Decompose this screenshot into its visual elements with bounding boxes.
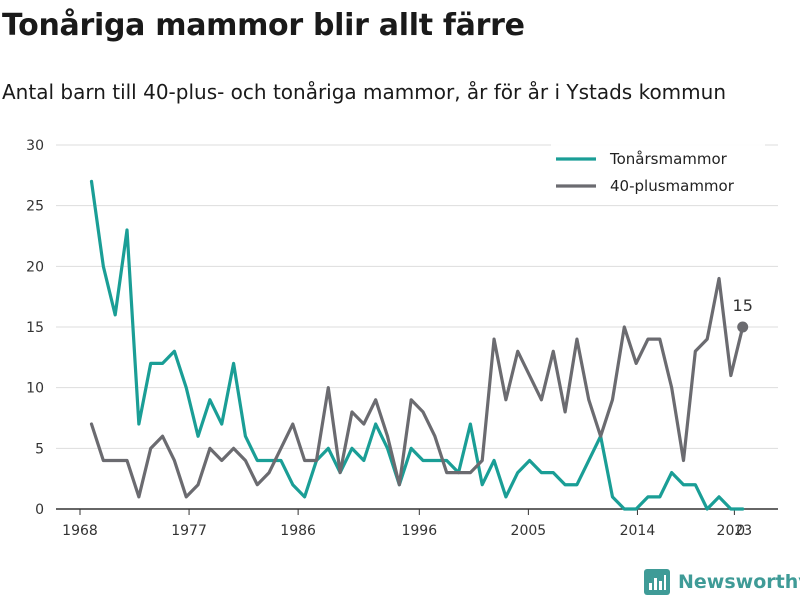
legend-box [551,138,765,204]
series-line-tonarsmammor [89,179,745,511]
y-tick-label: 20 [26,259,44,275]
chart-title: Tonåriga mammor blir allt färre [2,8,525,43]
series-lines [89,179,749,511]
y-tick-label: 5 [35,441,44,457]
x-tick-label: 1968 [62,523,98,539]
legend: Tonårsmammor 40-plusmammor [551,138,765,204]
end-label-40-plusmammor: 15 [733,296,753,315]
bar-chart-logo-icon [644,569,670,595]
legend-label: 40-plusmammor [610,177,735,195]
series-end-point [737,321,749,333]
y-axis-ticks: 0 5 10 15 20 25 30 [26,138,44,518]
y-tick-label: 25 [26,199,44,215]
x-tick-label: 1996 [401,523,437,539]
x-tick-label: 1977 [171,523,207,539]
y-tick-label: 0 [35,502,44,518]
chart-subtitle: Antal barn till 40-plus- och tonåriga ma… [2,80,726,104]
series-line-40-plusmammor [89,276,745,499]
x-tick-label: 2005 [511,523,547,539]
x-tick-label: 1986 [280,523,316,539]
y-tick-label: 30 [26,138,44,154]
x-tick-label: 2014 [620,523,656,539]
legend-label: Tonårsmammor [609,150,728,168]
brand-name: Newsworthy [678,571,800,593]
x-axis-ticks: 1968 1977 1986 1996 2005 2014 2023 [62,509,752,539]
y-tick-label: 10 [26,381,44,397]
end-annotations: 15 0 [733,296,753,539]
x-tick-label: 2023 [717,523,753,539]
line-chart: 0 5 10 15 20 25 30 1968 1977 1986 1996 2005 2014 202… [26,138,778,539]
y-tick-label: 15 [26,320,44,336]
end-label-tonarsmammor: 0 [736,523,745,539]
brand: Newsworthy [644,569,800,595]
